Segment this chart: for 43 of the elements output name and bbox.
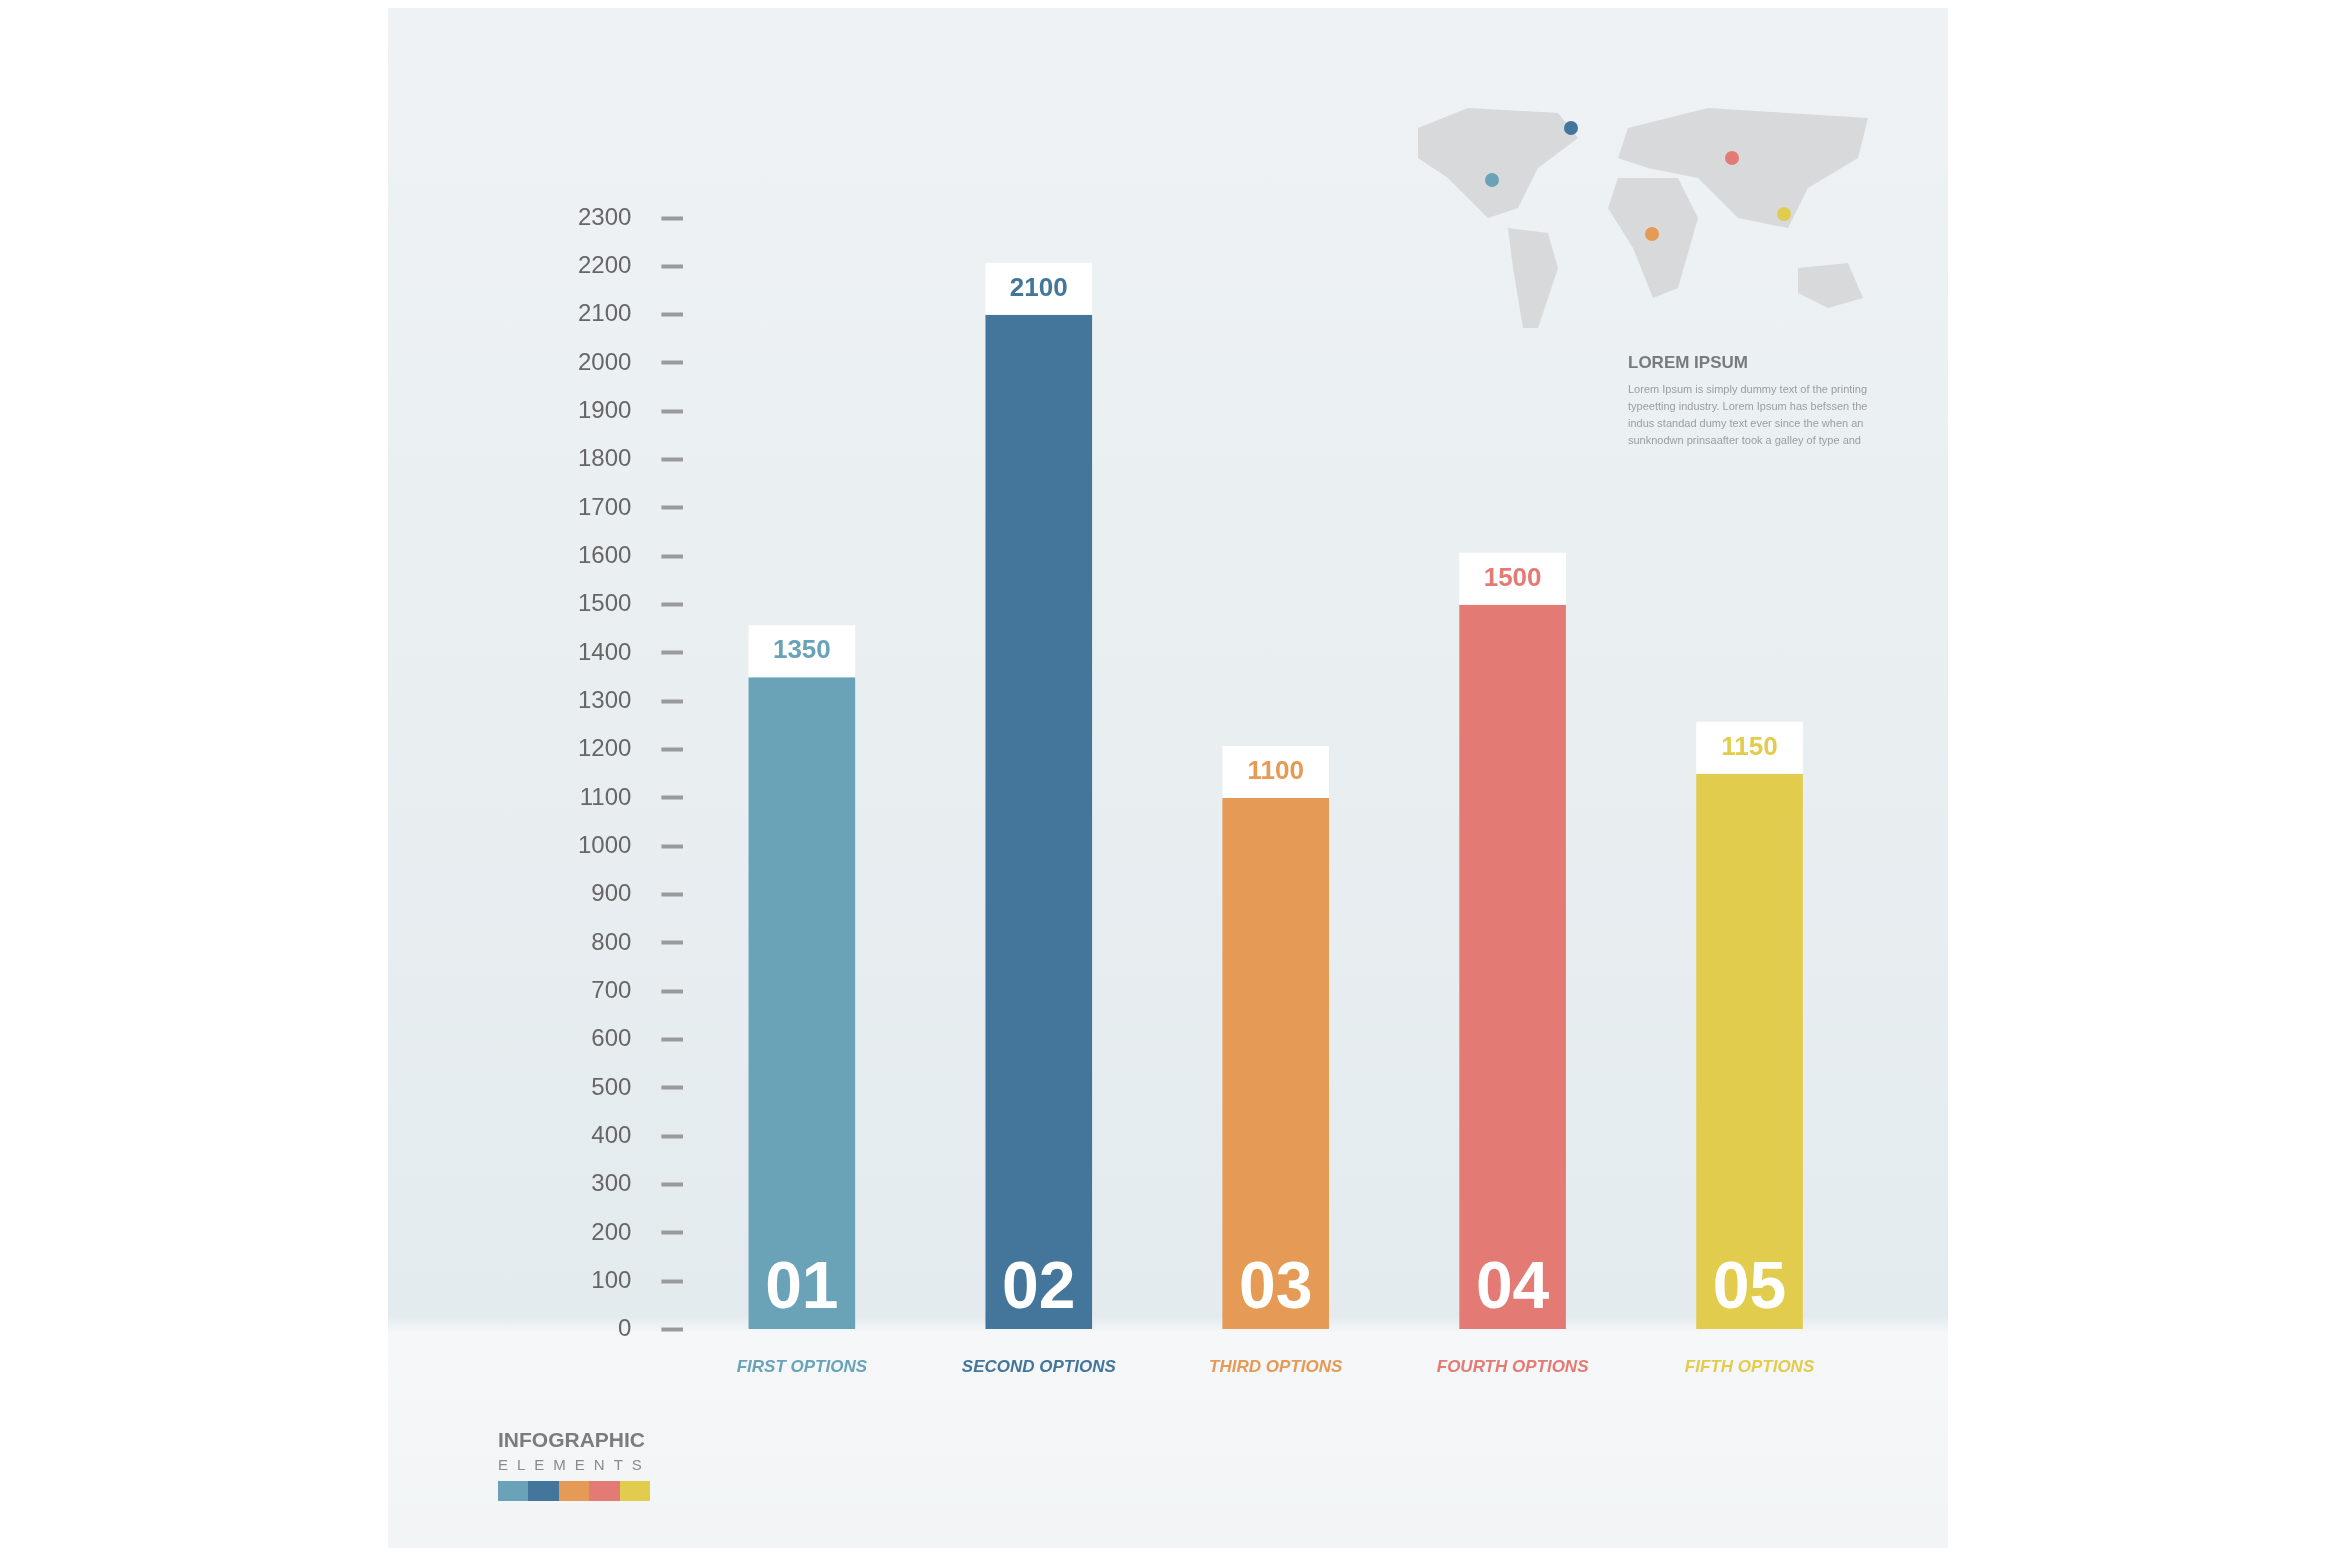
x-tick-label: FIFTH OPTIONS xyxy=(1684,1357,1815,1377)
x-tick-label: FOURTH OPTIONS xyxy=(1436,1357,1590,1377)
y-tick-label: 1500 xyxy=(578,589,632,617)
y-tick-label: 1800 xyxy=(578,444,632,472)
text: INFOGRAPHIC xyxy=(498,1428,646,1452)
data-label: 1100 xyxy=(1247,755,1304,786)
y-tick-label: 700 xyxy=(591,975,632,1003)
y-tick-label: 500 xyxy=(591,1072,632,1100)
y-tick-label: 600 xyxy=(591,1024,632,1052)
y-tick-label: 1000 xyxy=(578,830,632,858)
y-tick-label: 2300 xyxy=(578,202,632,230)
x-tick-label: THIRD OPTIONS xyxy=(1209,1357,1343,1377)
y-tick-label: 300 xyxy=(591,1169,632,1197)
annotation: LOREM IPSUM xyxy=(1628,353,1749,373)
x-tick-label: SECOND OPTIONS xyxy=(961,1357,1117,1377)
y-tick-label: 1100 xyxy=(579,782,632,810)
y-tick-label: 0 xyxy=(618,1314,632,1342)
y-tick-label: 400 xyxy=(591,1120,632,1148)
y-tick-label: 1600 xyxy=(578,540,632,568)
y-tick-label: 1900 xyxy=(578,395,632,423)
annotation: 04 xyxy=(1475,1247,1550,1322)
annotation: 03 xyxy=(1238,1247,1313,1322)
y-tick-label: 1400 xyxy=(578,637,632,665)
y-tick-label: 100 xyxy=(591,1265,632,1293)
text: ELEMENTS xyxy=(498,1456,652,1473)
x-tick-label: FIRST OPTIONS xyxy=(736,1357,868,1377)
y-tick-label: 200 xyxy=(591,1217,632,1245)
data-label: 1150 xyxy=(1721,730,1778,761)
annotation: 05 xyxy=(1712,1247,1787,1322)
annotation: 02 xyxy=(1002,1247,1076,1322)
annotation: Lorem Ipsum is simply dummy text of the printing typeetting industry. Lorem Ipsum has befssen the indus standad dumy text ever since the when an sunknodwn prinsaafter took a galley of type and xyxy=(1628,382,1869,448)
y-tick-label: 1700 xyxy=(578,492,632,520)
data-label: 1350 xyxy=(772,634,831,665)
y-tick-label: 1200 xyxy=(578,734,632,762)
y-tick-label: 900 xyxy=(591,879,632,907)
y-tick-label: 2000 xyxy=(578,347,632,375)
y-tick-label: 2100 xyxy=(578,299,632,327)
data-label: 2100 xyxy=(1009,271,1068,302)
y-tick-label: 800 xyxy=(591,927,632,955)
annotation: 01 xyxy=(765,1247,839,1322)
y-tick-label: 1300 xyxy=(578,685,632,713)
data-label: 1500 xyxy=(1483,561,1542,592)
y-tick-label: 2200 xyxy=(578,250,632,278)
